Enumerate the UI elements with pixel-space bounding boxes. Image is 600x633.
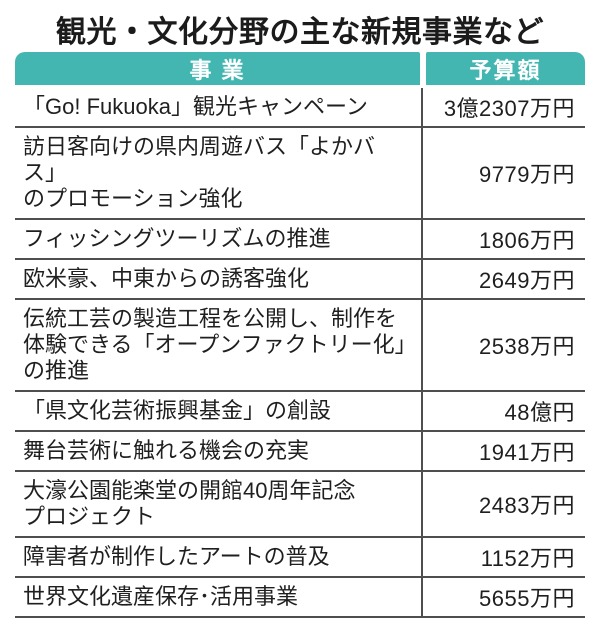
table-row: 世界文化遺産保存･活用事業 5655万円 xyxy=(15,576,585,616)
table-row: 「県文化芸術振興基金」の創設 48億円 xyxy=(15,390,585,430)
budget-table: 事 業 予算額 「Go! Fukuoka」観光キャンペーン 3億2307万円 訪… xyxy=(15,52,585,618)
table-row: フィッシングツーリズムの推進 1806万円 xyxy=(15,218,585,258)
header-cell-project: 事 業 xyxy=(15,52,420,85)
header-cell-budget: 予算額 xyxy=(426,52,585,85)
project-cell: 欧米豪、中東からの誘客強化 xyxy=(15,260,423,298)
project-cell: 伝統工芸の製造工程を公開し、制作を 体験できる「オープンファクトリー化」 の推進 xyxy=(15,300,423,390)
budget-cell: 1941万円 xyxy=(479,440,575,465)
project-cell: 舞台芸術に触れる機会の充実 xyxy=(15,432,423,470)
budget-cell: 1152万円 xyxy=(480,546,575,571)
budget-cell: 2538万円 xyxy=(479,334,575,359)
table-header-row: 事 業 予算額 xyxy=(15,52,585,85)
project-cell: フィッシングツーリズムの推進 xyxy=(15,220,423,258)
table-row: 欧米豪、中東からの誘客強化 2649万円 xyxy=(15,258,585,298)
table-row: 障害者が制作したアートの普及 1152万円 xyxy=(15,536,585,576)
table-row: 舞台芸術に触れる機会の充実 1941万円 xyxy=(15,430,585,470)
table-row: 伝統工芸の製造工程を公開し、制作を 体験できる「オープンファクトリー化」 の推進… xyxy=(15,298,585,390)
budget-cell: 5655万円 xyxy=(479,586,575,611)
project-cell: 「県文化芸術振興基金」の創設 xyxy=(15,392,423,430)
header-gap-divider xyxy=(420,52,426,85)
project-cell: 訪日客向けの県内周遊バス「よかバス」 のプロモーション強化 xyxy=(15,128,423,218)
budget-cell: 2649万円 xyxy=(479,268,575,293)
project-cell: 大濠公園能楽堂の開館40周年記念 プロジェクト xyxy=(15,472,423,536)
table-row: 訪日客向けの県内周遊バス「よかバス」 のプロモーション強化 9779万円 xyxy=(15,126,585,218)
budget-cell: 3億2307万円 xyxy=(443,96,575,121)
table-row: 「Go! Fukuoka」観光キャンペーン 3億2307万円 xyxy=(15,88,585,126)
project-cell: 「Go! Fukuoka」観光キャンペーン xyxy=(15,88,423,126)
table-row: 大濠公園能楽堂の開館40周年記念 プロジェクト 2483万円 xyxy=(15,470,585,536)
budget-cell: 1806万円 xyxy=(479,228,575,253)
budget-cell: 48億円 xyxy=(504,400,575,425)
table-body: 「Go! Fukuoka」観光キャンペーン 3億2307万円 訪日客向けの県内周… xyxy=(15,88,585,618)
budget-cell: 9779万円 xyxy=(479,162,575,187)
project-cell: 障害者が制作したアートの普及 xyxy=(15,538,423,576)
page-title: 観光・文化分野の主な新規事業など xyxy=(56,16,544,49)
project-cell: 世界文化遺産保存･活用事業 xyxy=(15,578,423,616)
budget-cell: 2483万円 xyxy=(479,493,575,518)
